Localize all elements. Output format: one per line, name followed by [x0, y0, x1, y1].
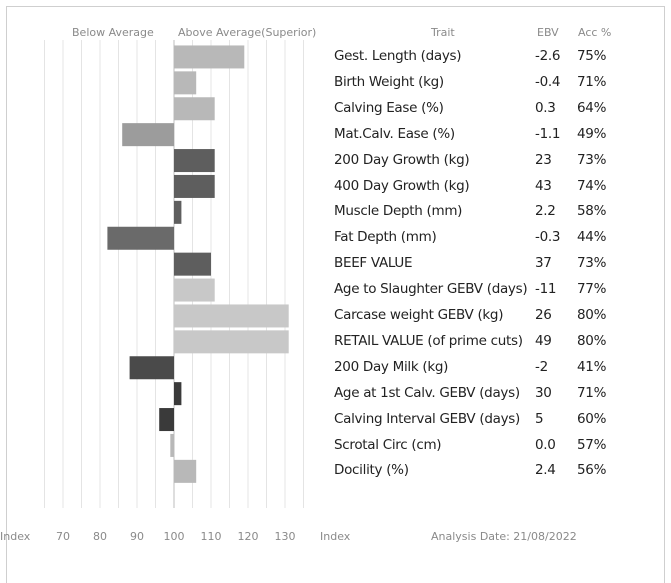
header-acc: Acc % — [578, 26, 612, 39]
acc-value: 44% — [577, 229, 607, 246]
header-ebv: EBV — [537, 26, 559, 39]
x-tick-label: 80 — [93, 530, 107, 543]
ebv-value: 2.4 — [535, 462, 556, 479]
ebv-value: -0.4 — [535, 73, 561, 90]
trait-label: 200 Day Milk (kg) — [334, 358, 449, 375]
trait-label: Carcase weight GEBV (kg) — [334, 307, 504, 323]
acc-value: 73% — [577, 151, 607, 168]
bar-9 — [174, 278, 215, 302]
ebv-value: -2.6 — [535, 48, 561, 64]
bar-5 — [174, 174, 215, 198]
bar-6 — [174, 200, 182, 224]
header-below-average: Below Average — [72, 26, 154, 39]
bar-1 — [174, 71, 197, 95]
trait-label: 200 Day Growth (kg) — [334, 151, 470, 168]
ebv-value: 30 — [535, 384, 552, 401]
ebv-value: -1.1 — [535, 125, 561, 142]
bar-8 — [174, 252, 211, 276]
trait-label: Muscle Depth (mm) — [334, 203, 463, 220]
ebv-value: 23 — [535, 151, 552, 168]
ebv-value: 2.2 — [535, 203, 556, 220]
bar-13 — [174, 382, 182, 406]
ebv-value: 5 — [535, 410, 544, 427]
ebv-value: 37 — [535, 255, 552, 272]
acc-value: 41% — [577, 358, 607, 375]
header-trait: Trait — [431, 26, 455, 39]
trait-label: Age at 1st Calv. GEBV (days) — [334, 384, 520, 401]
trait-label: 400 Day Growth (kg) — [334, 177, 470, 194]
bar-3 — [122, 123, 174, 147]
trait-label: Docility (%) — [334, 462, 409, 479]
acc-value: 80% — [577, 307, 607, 323]
trait-label: Calving Interval GEBV (days) — [334, 410, 520, 427]
footer-index-left: Index — [0, 530, 31, 543]
x-tick-label: 70 — [56, 530, 70, 543]
acc-value: 58% — [577, 203, 607, 220]
trait-label: Calving Ease (%) — [334, 99, 444, 116]
trait-label: Fat Depth (mm) — [334, 229, 437, 246]
trait-label: Scrotal Circ (cm) — [334, 436, 442, 453]
bar-2 — [174, 97, 215, 121]
acc-value: 71% — [577, 384, 607, 401]
trait-label: Age to Slaughter GEBV (days) — [334, 281, 528, 298]
acc-value: 74% — [577, 177, 607, 194]
acc-value: 77% — [577, 281, 607, 298]
x-tick-label: 130 — [275, 530, 296, 543]
ebv-value: 26 — [535, 307, 552, 323]
analysis-date: Analysis Date: 21/08/2022 — [431, 530, 577, 543]
acc-value: 60% — [577, 410, 607, 427]
bar-14 — [159, 408, 174, 432]
bar-7 — [107, 226, 174, 250]
ebv-value: -2 — [535, 358, 548, 375]
trait-label: Mat.Calv. Ease (%) — [334, 125, 455, 142]
acc-value: 80% — [577, 332, 607, 349]
bar-0 — [174, 45, 245, 69]
x-tick-label: 110 — [201, 530, 222, 543]
bar-15 — [170, 433, 174, 457]
ebv-value: 0.0 — [535, 436, 556, 453]
header-above-average: Above Average(Superior) — [178, 26, 317, 39]
acc-value: 56% — [577, 462, 607, 479]
bar-12 — [129, 356, 174, 380]
footer-index-right: Index — [320, 530, 351, 543]
bar-10 — [174, 304, 289, 328]
x-tick-label: 120 — [238, 530, 259, 543]
acc-value: 64% — [577, 99, 607, 116]
ebv-value: 0.3 — [535, 99, 556, 116]
acc-value: 75% — [577, 48, 607, 64]
chart-frame — [6, 6, 665, 583]
bar-4 — [174, 149, 215, 173]
trait-label: Gest. Length (days) — [334, 48, 462, 64]
bar-11 — [174, 330, 289, 354]
acc-value: 49% — [577, 125, 607, 142]
bar-16 — [174, 459, 197, 483]
x-tick-label: 100 — [164, 530, 185, 543]
ebv-value: 49 — [535, 332, 552, 349]
x-tick-label: 90 — [130, 530, 144, 543]
trait-label: Birth Weight (kg) — [334, 73, 444, 90]
trait-label: RETAIL VALUE (of prime cuts) — [334, 332, 523, 349]
ebv-value: 43 — [535, 177, 552, 194]
ebv-value: -11 — [535, 281, 557, 298]
acc-value: 57% — [577, 436, 607, 453]
acc-value: 71% — [577, 73, 607, 90]
ebv-value: -0.3 — [535, 229, 561, 246]
trait-label: BEEF VALUE — [334, 255, 413, 272]
acc-value: 73% — [577, 255, 607, 272]
